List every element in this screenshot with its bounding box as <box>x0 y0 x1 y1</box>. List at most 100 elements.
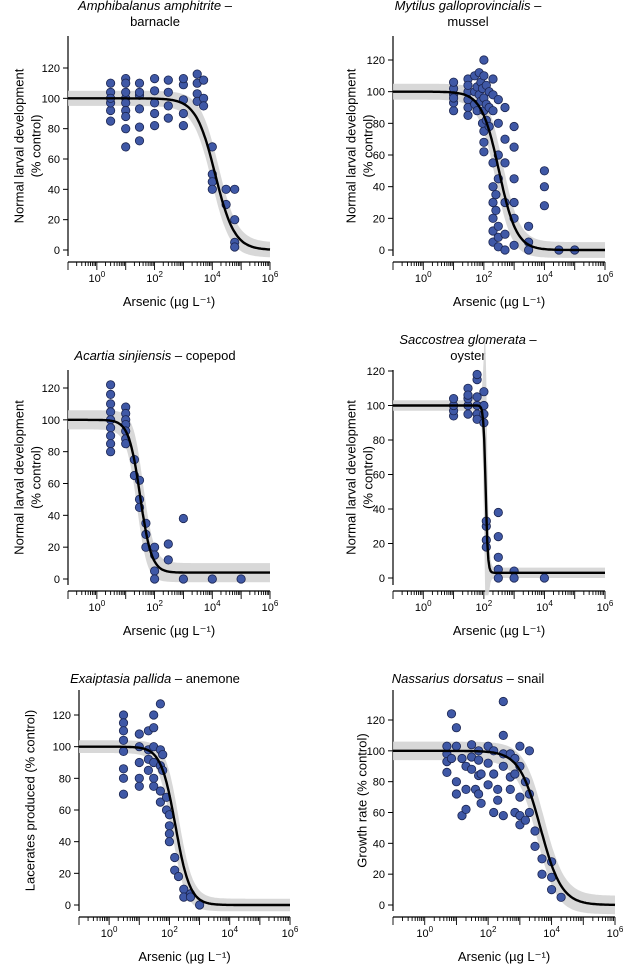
panel-title: Acartia sinjiensis – copepod <box>73 348 235 363</box>
data-point <box>461 784 471 795</box>
x-tick-label: 102 <box>161 925 178 940</box>
panel-title-species: Acartia sinjiensis <box>73 348 171 363</box>
y-tick-label: 60 <box>373 150 385 162</box>
data-point <box>446 709 457 719</box>
data-point <box>546 884 557 895</box>
data-point <box>106 78 116 88</box>
panel-title-rest: – snail <box>503 671 544 686</box>
panel-title: Exaiptasia pallida – anemone <box>70 671 240 686</box>
data-point <box>476 798 486 808</box>
data-point <box>134 773 144 783</box>
data-point <box>143 765 153 776</box>
data-point <box>451 789 461 799</box>
data-point <box>106 380 116 390</box>
panel-title-rest: – copepod <box>171 348 235 363</box>
data-point <box>121 87 131 97</box>
y-tick-label: 20 <box>48 542 60 554</box>
x-axis-label: Arsenic (µg L⁻¹) <box>453 294 545 309</box>
data-point <box>173 871 184 882</box>
data-point <box>539 166 550 176</box>
x-tick-label: 106 <box>262 270 279 285</box>
y-tick-label: 80 <box>48 447 60 459</box>
data-point <box>539 201 550 211</box>
data-point <box>149 710 159 720</box>
x-tick-label: 100 <box>101 925 118 940</box>
data-point <box>473 789 484 799</box>
x-tick-label: 104 <box>204 599 221 614</box>
data-point <box>134 781 144 791</box>
data-point <box>150 542 160 552</box>
y-tick-label: 0 <box>65 900 71 912</box>
data-point <box>199 101 209 111</box>
data-point <box>155 699 165 709</box>
y-tick-label: 40 <box>59 837 71 849</box>
x-tick-label: 104 <box>536 599 553 614</box>
data-point <box>463 390 473 400</box>
data-point <box>155 797 165 807</box>
data-point <box>230 242 240 252</box>
x-tick-label: 102 <box>480 925 497 940</box>
x-axis-label: Arsenic (µg L⁻¹) <box>123 623 215 638</box>
data-point <box>524 746 535 756</box>
panel-title: Amphibalanus amphitrite – <box>77 0 233 13</box>
data-point <box>163 87 173 97</box>
data-point <box>448 77 459 87</box>
y-axis-label: Lacerates produced (% control) <box>23 710 38 891</box>
x-tick-label: 102 <box>476 270 493 285</box>
y-tick-label: 0 <box>54 574 60 586</box>
x-axis-label: Arsenic (µg L⁻¹) <box>123 294 215 309</box>
data-point <box>530 841 540 852</box>
data-point <box>221 184 231 194</box>
confidence-band <box>68 410 270 583</box>
data-point <box>178 513 188 524</box>
data-point <box>515 792 525 802</box>
data-point <box>149 723 159 733</box>
fitted-curve <box>68 97 271 251</box>
x-tick-label: 100 <box>415 599 432 614</box>
x-tick-label: 106 <box>597 599 614 614</box>
y-tick-label: 80 <box>373 118 385 130</box>
x-tick-label: 104 <box>221 925 238 940</box>
x-tick-label: 100 <box>416 925 433 940</box>
data-point <box>106 431 116 441</box>
data-point <box>537 854 547 864</box>
data-point <box>451 741 461 751</box>
panel-title-rest: – <box>526 332 538 347</box>
y-tick-label: 40 <box>373 504 385 516</box>
data-point <box>500 158 510 168</box>
data-point <box>150 98 160 108</box>
panel-copepod: Acartia sinjiensis – copepod Normal larva… <box>12 348 279 638</box>
panel-title-rest: – <box>530 0 542 13</box>
panel-title-species: Exaiptasia pallida <box>70 671 171 686</box>
data-point <box>509 142 519 152</box>
y-tick-label: 120 <box>367 366 385 378</box>
data-point <box>479 147 489 157</box>
fitted-curve <box>393 749 616 907</box>
data-point <box>118 764 129 774</box>
data-point <box>230 215 240 225</box>
data-point <box>150 121 160 131</box>
data-point <box>451 777 461 787</box>
data-point <box>121 142 131 152</box>
data-point <box>479 71 489 81</box>
data-point <box>498 810 508 821</box>
x-tick-label: 106 <box>607 925 624 940</box>
data-point <box>442 741 452 751</box>
confidence-band <box>393 741 615 915</box>
data-point <box>472 369 482 380</box>
data-point <box>530 826 540 836</box>
data-point <box>134 757 144 768</box>
data-point <box>121 78 131 88</box>
fitted-curve <box>79 745 290 907</box>
data-point <box>509 573 519 583</box>
data-point <box>207 184 217 194</box>
data-point <box>498 696 508 707</box>
panel-snail: Nassarius dorsatus – snail Growth rate (%… <box>355 671 624 964</box>
x-tick-label: 102 <box>476 599 493 614</box>
y-axis-label: Normal larval development <box>12 68 27 223</box>
panel-title-rest: – <box>221 0 233 13</box>
data-point <box>106 389 116 399</box>
data-point <box>164 821 174 831</box>
panel-title-species: Nassarius dorsatus <box>392 671 504 686</box>
